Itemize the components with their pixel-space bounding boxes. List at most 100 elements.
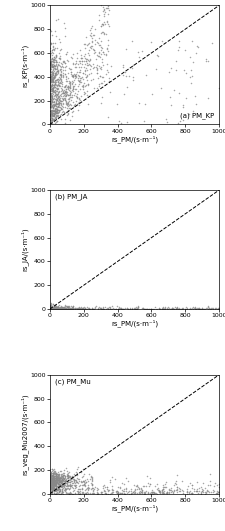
Point (59, 59, 63, 67)
Point (89, 473, 93, 482)
Point (65, 489, 68, 497)
Point (49, 478, 53, 487)
Point (60, 475, 63, 484)
Point (48, 52, 52, 61)
Point (115, 489, 118, 497)
Point (58, 477, 61, 486)
Point (54, 305, 57, 313)
Point (57, 305, 61, 313)
Point (52, 66, 56, 75)
Point (174, 471, 178, 479)
Point (50, 305, 54, 313)
Point (62, 477, 66, 485)
Point (50, 479, 54, 488)
Point (59, 87, 63, 95)
Point (97, 304, 101, 312)
Point (52, 98, 56, 107)
Point (82, 303, 86, 311)
Point (55, 106, 59, 115)
Point (63, 301, 67, 309)
Point (72, 305, 76, 313)
Point (106, 67, 109, 76)
Point (54, 101, 58, 110)
Point (61, 480, 65, 489)
Point (71, 479, 74, 488)
Point (52, 99, 56, 108)
Point (131, 488, 135, 496)
Point (118, 489, 121, 498)
Point (142, 117, 146, 125)
Point (83, 478, 86, 487)
Point (98, 99, 102, 107)
Point (51, 484, 55, 492)
Point (48, 304, 52, 312)
Point (96, 304, 99, 313)
Point (66, 473, 70, 482)
Point (108, 303, 111, 312)
Point (50, 304, 54, 313)
Point (144, 305, 148, 313)
Point (52, 477, 56, 486)
Point (56, 482, 59, 491)
Point (68, 81, 72, 90)
Point (79, 468, 82, 477)
Point (53, 481, 57, 490)
Point (54, 304, 58, 313)
Point (66, 83, 69, 92)
Point (123, 483, 127, 492)
Point (72, 476, 76, 485)
Point (58, 70, 61, 79)
Point (118, 304, 122, 313)
Point (207, 481, 211, 489)
Point (50, 114, 54, 123)
Point (186, 109, 190, 118)
Point (58, 487, 62, 495)
Point (48, 61, 51, 69)
Point (211, 486, 214, 494)
Point (49, 303, 52, 312)
Point (50, 482, 53, 490)
Point (48, 304, 52, 313)
Point (55, 305, 58, 313)
Point (60, 97, 63, 105)
Point (58, 66, 62, 75)
Point (49, 305, 52, 313)
Point (90, 305, 93, 313)
Point (96, 82, 100, 90)
Point (48, 305, 52, 313)
Point (54, 99, 58, 108)
Point (49, 58, 52, 66)
Point (55, 476, 58, 484)
Point (100, 305, 104, 313)
Point (57, 79, 61, 88)
Point (175, 487, 178, 496)
Point (48, 482, 52, 490)
Point (56, 106, 59, 114)
Point (134, 304, 138, 313)
Point (57, 305, 61, 313)
Point (48, 305, 52, 313)
Point (56, 304, 59, 313)
Point (85, 303, 88, 312)
Point (48, 72, 52, 80)
Point (63, 305, 67, 313)
Point (50, 474, 54, 483)
Point (48, 304, 52, 313)
Point (54, 84, 58, 92)
Point (48, 78, 52, 87)
Point (61, 95, 65, 104)
Point (52, 101, 56, 109)
Point (68, 304, 71, 312)
Point (55, 485, 59, 493)
Point (59, 75, 62, 83)
Point (50, 305, 54, 313)
Point (187, 53, 191, 62)
Point (62, 483, 66, 492)
Point (50, 73, 53, 81)
Point (51, 475, 55, 483)
Point (55, 470, 58, 478)
Point (50, 487, 54, 496)
Point (79, 485, 83, 493)
Point (48, 305, 51, 313)
Point (49, 116, 52, 125)
